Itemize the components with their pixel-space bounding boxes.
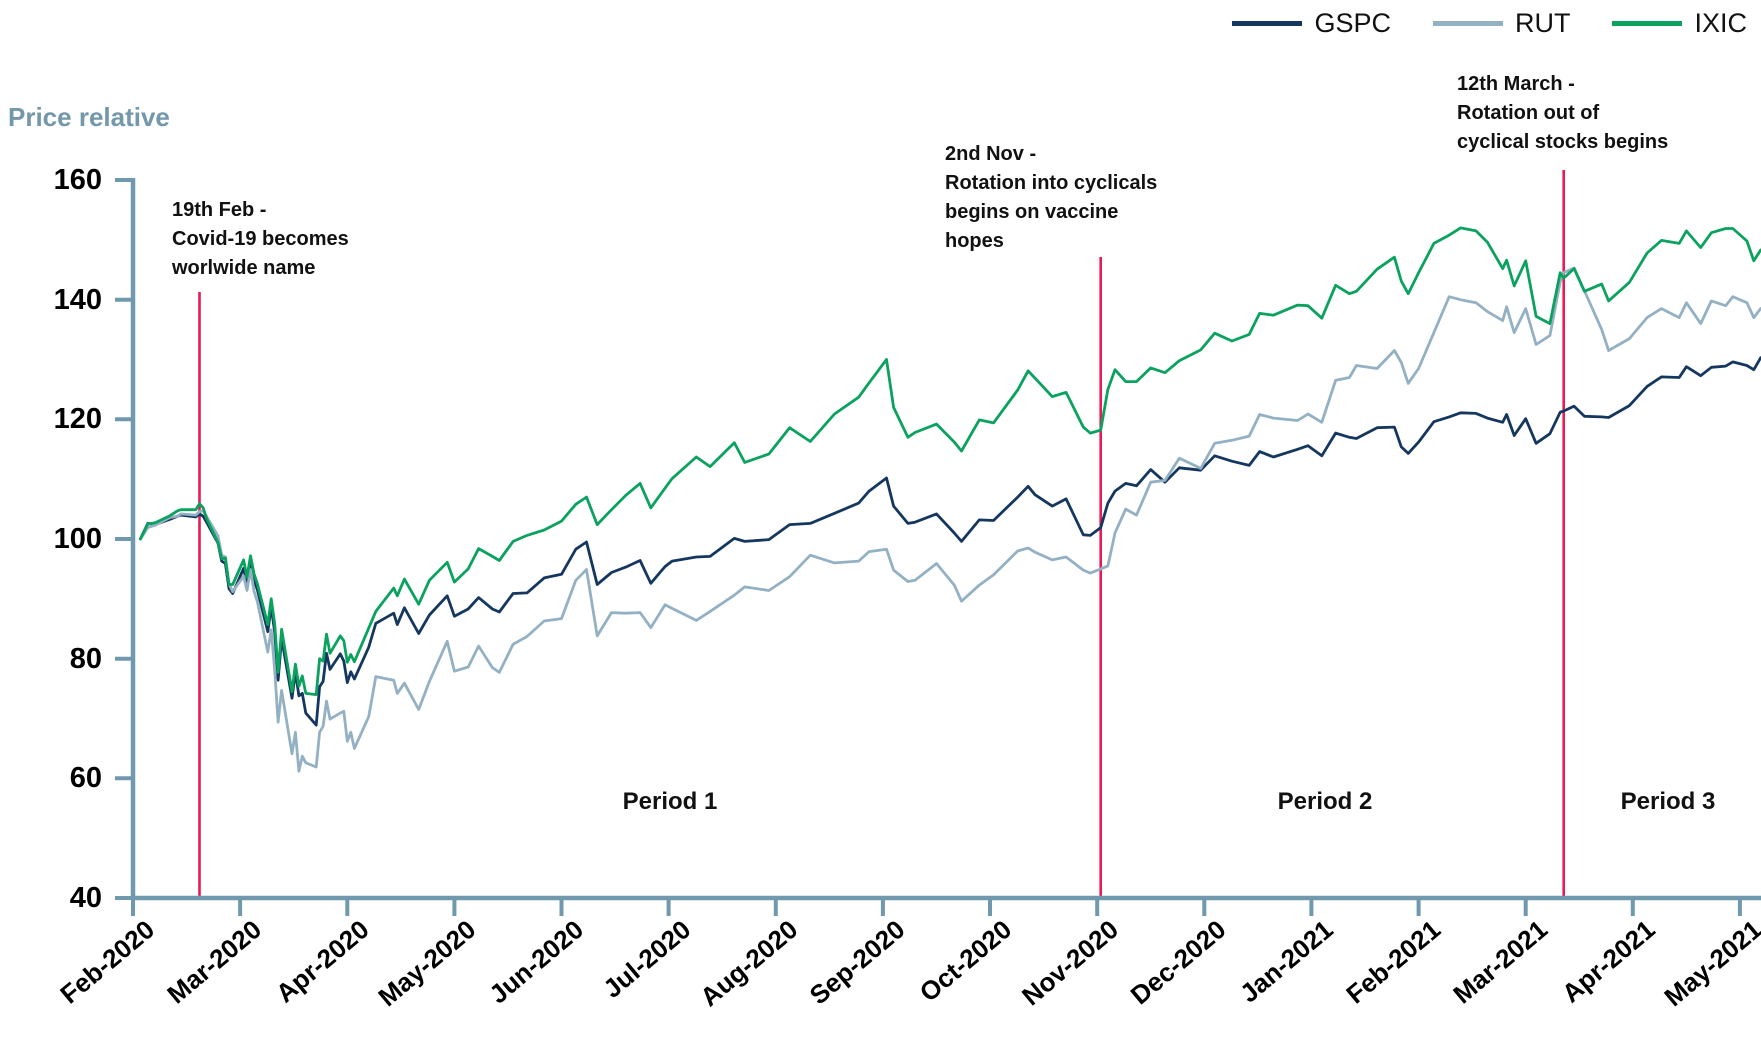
legend-item-RUT: RUT xyxy=(1432,8,1571,39)
legend-swatch-GSPC xyxy=(1232,21,1303,26)
annotation-line: Rotation into cyclicals xyxy=(945,172,1158,194)
y-tick-label: 100 xyxy=(53,523,102,555)
y-tick-label: 80 xyxy=(69,643,102,675)
period-label: Period 2 xyxy=(1277,788,1373,815)
y-axis-title: Price relative xyxy=(8,102,170,132)
annotation-line: hopes xyxy=(945,230,1004,252)
series-RUT xyxy=(138,266,1761,773)
legend-swatch-RUT xyxy=(1432,21,1503,26)
annotation-line: 12th March - xyxy=(1457,73,1575,95)
y-tick-label: 40 xyxy=(69,882,102,914)
series-GSPC xyxy=(138,356,1761,727)
annotation-line: 19th Feb - xyxy=(172,199,267,221)
event-annotation: 19th Feb - Covid-19 becomes worlwide name xyxy=(172,196,349,283)
event-annotation: 12th March - Rotation out of cyclical stoc… xyxy=(1457,70,1668,157)
legend: GSPC RUT IXIC xyxy=(1232,8,1747,39)
y-tick-label: 140 xyxy=(53,284,102,316)
series-IXIC xyxy=(138,226,1761,696)
legend-label: GSPC xyxy=(1314,8,1391,38)
legend-item-GSPC: GSPC xyxy=(1232,8,1391,39)
y-tick-label: 120 xyxy=(53,403,102,435)
legend-item-IXIC: IXIC xyxy=(1612,8,1747,39)
annotation-line: 2nd Nov - xyxy=(945,143,1037,165)
event-annotation: 2nd Nov - Rotation into cyclicals begins o… xyxy=(945,140,1157,256)
annotation-line: begins on vaccine xyxy=(945,201,1119,223)
annotation-line: cyclical stocks begins xyxy=(1457,131,1669,153)
y-tick-label: 60 xyxy=(69,762,102,794)
period-label: Period 3 xyxy=(1620,788,1716,815)
period-label: Period 1 xyxy=(622,788,718,815)
annotation-line: Rotation out of xyxy=(1457,102,1600,124)
legend-label: IXIC xyxy=(1694,8,1747,38)
legend-label: RUT xyxy=(1514,8,1571,38)
annotation-line: worlwide name xyxy=(172,257,316,279)
legend-swatch-IXIC xyxy=(1612,21,1683,26)
y-tick-label: 160 xyxy=(53,164,102,196)
annotation-line: Covid-19 becomes xyxy=(172,228,349,250)
